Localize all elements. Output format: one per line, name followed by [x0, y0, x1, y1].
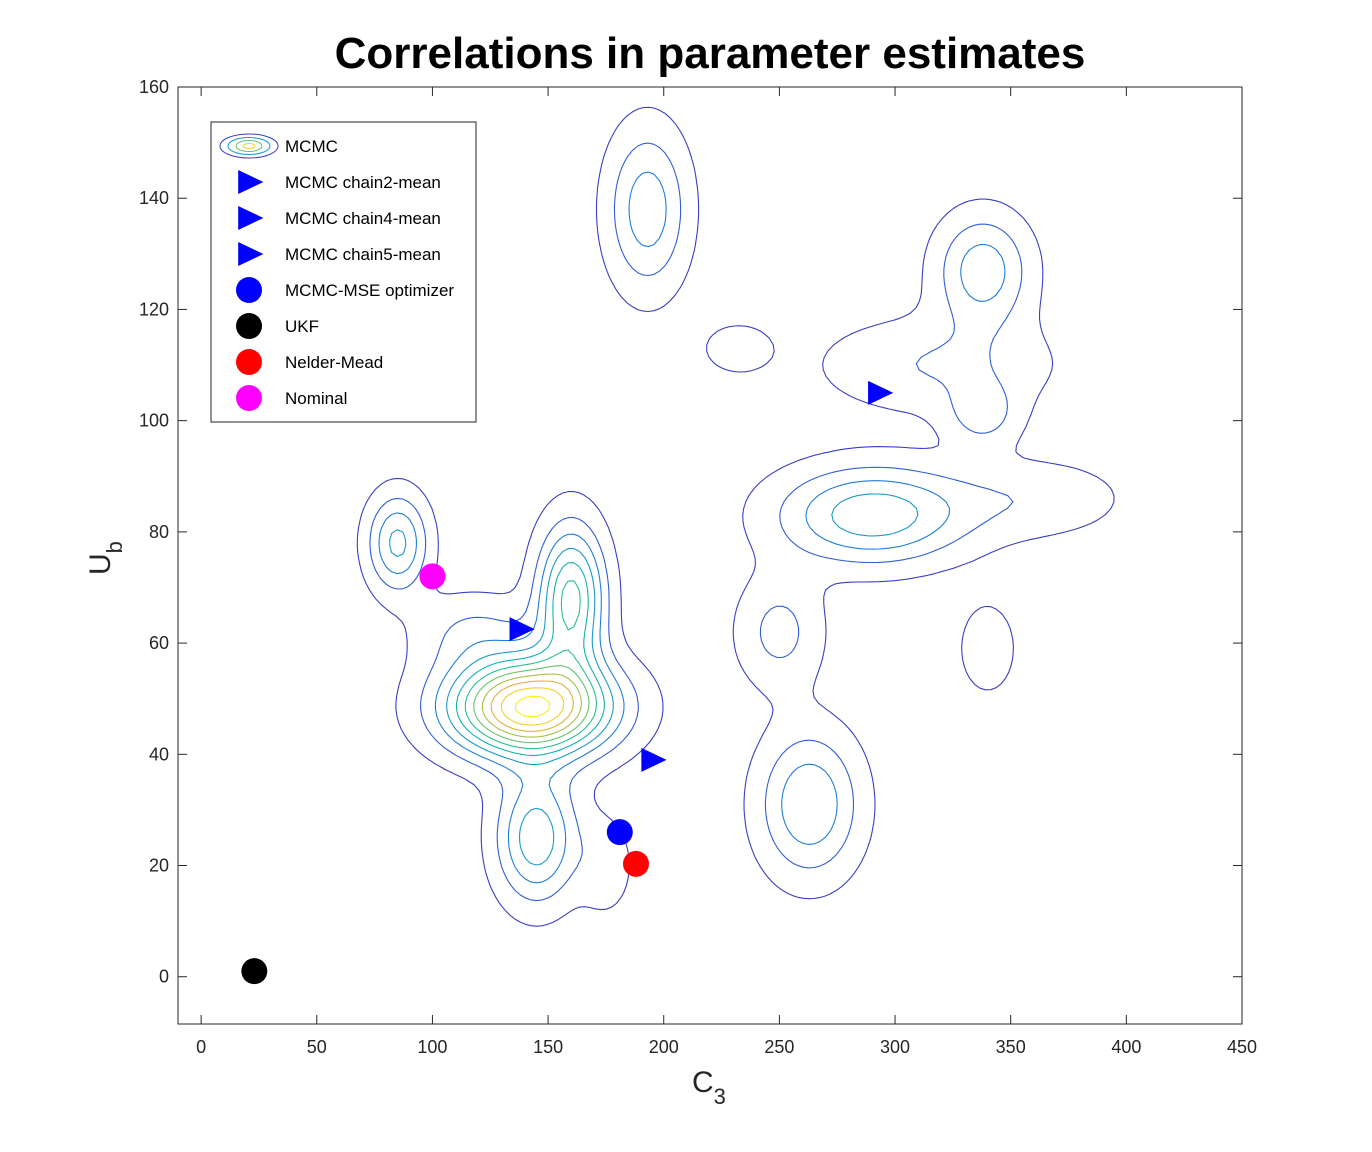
x-tick-label: 350	[996, 1037, 1026, 1057]
chart-title: Correlations in parameter estimates	[335, 29, 1086, 78]
legend-mcmc-chain4-mean-marker	[238, 206, 264, 230]
y-tick-label: 100	[139, 411, 169, 431]
x-tick-label: 100	[417, 1037, 447, 1057]
legend-mcmc-mse-optimizer-marker	[236, 277, 262, 303]
y-tick-label: 80	[149, 522, 169, 542]
contour-level	[356, 106, 1115, 927]
y-tick-label: 160	[139, 77, 169, 97]
mcmc-chain4-mean-marker	[641, 747, 667, 772]
x-axis-label-sub: 3	[714, 1084, 726, 1109]
x-tick-label: 200	[649, 1037, 679, 1057]
legend-nelder-mead-label: Nelder-Mead	[285, 353, 383, 372]
legend-box	[210, 121, 477, 423]
contour-level	[481, 673, 583, 738]
legend-contour-icon	[219, 133, 279, 159]
x-tick-label: 50	[307, 1037, 327, 1057]
legend-mcmc-label: MCMC	[285, 137, 338, 156]
legend-ukf-marker	[236, 313, 262, 339]
mcmc-chain2-mean-marker	[509, 617, 535, 642]
contour-level	[378, 171, 1006, 884]
mcmc-mse-optimizer-marker	[606, 819, 633, 846]
y-axis-label-sub: b	[102, 541, 127, 553]
contour-level	[389, 493, 919, 866]
x-tick-label: 0	[196, 1037, 206, 1057]
legend-ukf-label: UKF	[285, 317, 319, 336]
y-tick-label: 120	[139, 299, 169, 319]
x-axis-label: C3	[692, 1066, 726, 1109]
nelder-mead-marker	[622, 850, 649, 877]
y-tick-label: 40	[149, 744, 169, 764]
x-tick-label: 150	[533, 1037, 563, 1057]
ukf-marker	[241, 958, 268, 985]
legend-mcmc-chain2-mean-marker	[238, 170, 264, 194]
nominal-marker	[419, 563, 446, 590]
legend: MCMC MCMC chain2-mean MCMC chain4-mean MCMC…	[210, 121, 477, 423]
point-markers	[241, 380, 894, 985]
legend-contour-ring	[219, 133, 279, 159]
legend-contour-ring	[242, 143, 256, 149]
legend-nominal-marker	[236, 385, 262, 411]
contour-level	[473, 665, 590, 744]
y-tick-label: 60	[149, 633, 169, 653]
contour-level	[490, 680, 575, 732]
contour-level	[369, 142, 1023, 902]
legend-contour-ring	[227, 137, 271, 155]
contour-level	[455, 562, 605, 756]
legend-mcmc-chain2-mean-label: MCMC chain2-mean	[285, 173, 441, 192]
x-tick-label: 300	[880, 1037, 910, 1057]
legend-contour-ring	[235, 140, 263, 152]
y-tick-label: 140	[139, 188, 169, 208]
x-tick-label: 400	[1111, 1037, 1141, 1057]
mcmc-chain5-mean-marker	[868, 380, 894, 405]
x-axis-label-main: C	[692, 1066, 714, 1099]
contour-level	[514, 695, 551, 718]
legend-mcmc-chain5-mean-marker	[238, 242, 264, 266]
x-tick-label: 450	[1227, 1037, 1257, 1057]
y-axis-label-main: U	[84, 553, 117, 575]
legend-mcmc-mse-optimizer-label: MCMC-MSE optimizer	[285, 281, 454, 300]
contour-level	[500, 687, 565, 726]
y-tick-label: 20	[149, 856, 169, 876]
contour-level	[464, 580, 598, 750]
legend-nelder-mead-marker	[236, 349, 262, 375]
legend-nominal-label: Nominal	[285, 389, 347, 408]
axis-ticks: 0 50 100 150 200 250 300 350 400 450 0 20 40 60 80 100 1…	[139, 77, 1257, 1057]
x-tick-label: 250	[764, 1037, 794, 1057]
y-tick-label: 0	[159, 967, 169, 987]
legend-mcmc-chain5-mean-label: MCMC chain5-mean	[285, 245, 441, 264]
y-axis-label: Ub	[84, 541, 127, 575]
mcmc-contours	[356, 106, 1115, 927]
legend-mcmc-chain4-mean-label: MCMC chain4-mean	[285, 209, 441, 228]
